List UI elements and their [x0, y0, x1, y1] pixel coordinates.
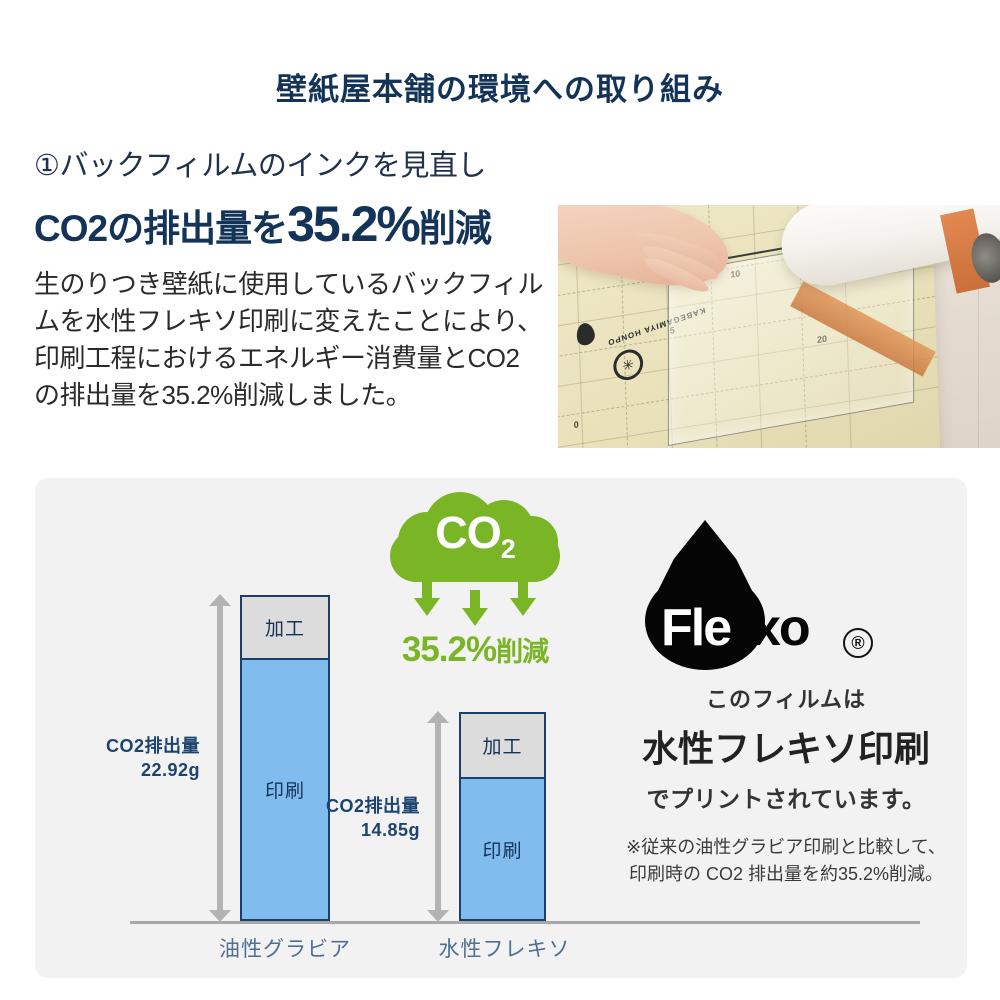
flexo-note-line2: 印刷時の CO2 排出量を約35.2%削減。 [628, 864, 944, 884]
flexo-line1: このフィルムは [705, 687, 867, 712]
flexo-line2: 水性フレキソ印刷 [641, 728, 930, 769]
arrow-head-up-icon [209, 594, 231, 606]
emission-value: 14.85g [360, 820, 420, 841]
x-axis-label-water-flexo: 水性フレキソ [438, 938, 571, 961]
arrow-head-down-icon [427, 910, 449, 922]
ruler-mark: 0 [573, 419, 579, 431]
flexo-note-line1: ※従来の油性グラビア印刷と比較して、 [626, 837, 946, 857]
cloud-base [390, 530, 560, 582]
arrow-head-up-icon [427, 711, 449, 723]
co2-label: CO2 [390, 510, 560, 563]
co2-reduction-graphic: CO2 35.2%削減 [365, 490, 585, 680]
flexo-description: このフィルムは 水性フレキソ印刷 でプリントされています。 ※従来の油性グラビア… [605, 682, 967, 888]
headline-prefix: CO2の排出量を [34, 208, 288, 250]
reduction-value: 35.2% [401, 630, 497, 669]
intro-section: ①バックフィルムのインクを見直し CO2の排出量を35.2%削減 生のりつき壁紙… [34, 150, 544, 414]
bar-oil-gravure: 加工 印刷 [240, 595, 330, 921]
emission-caption: CO2排出量 [325, 796, 420, 816]
emission-value: 22.92g [140, 760, 200, 781]
arrow-shaft [435, 721, 441, 912]
arrow-head-down-icon [209, 910, 231, 922]
registered-trademark-icon: ® [843, 628, 873, 658]
co2-label-main: CO [435, 507, 501, 558]
bar-segment-processing: 加工 [242, 597, 328, 660]
reduction-word: 削減 [496, 637, 549, 667]
cloud-icon: CO2 [390, 490, 560, 582]
reduction-percent-label: 35.2%削減 [365, 630, 585, 670]
ink-drop-body-icon [645, 572, 765, 670]
measure-arrow-water-flexo [427, 711, 449, 922]
brand-seal-star-icon: ✳ [620, 355, 636, 375]
arrow-shaft [217, 604, 223, 912]
intro-lead-text: ①バックフィルムのインクを見直し [34, 150, 486, 182]
arrow-head [414, 598, 440, 616]
bar-segment-printing: 印刷 [461, 779, 544, 919]
infographic-panel: 加工 印刷 加工 印刷 CO2排出量 22.92g CO2排出量 14.85g [35, 478, 967, 978]
arrow-shaft [422, 580, 432, 600]
flexo-logo-text-black: xo [752, 599, 811, 657]
x-axis-label-oil-gravure: 油性グラビア [219, 938, 351, 961]
arrow-shaft [470, 590, 480, 610]
arrow-shaft [518, 580, 528, 600]
bar-segment-processing: 加工 [461, 714, 544, 779]
backfilm-photo: KABEGAMIYA HONPO ✳ 0 5 10 15 20 [558, 205, 1000, 448]
measure-arrow-oil-gravure [209, 594, 231, 922]
chart-baseline-axis [130, 921, 920, 924]
flexo-logo-text-white: Fle [661, 599, 732, 657]
flexo-line3: でプリントされています。 [646, 786, 926, 812]
intro-body-text: 生のりつき壁紙に使用しているバックフィルムを水性フレキソ印刷に変えたことにより、… [34, 269, 543, 411]
floor-plank-line [978, 205, 979, 448]
flexo-note: ※従来の油性グラビア印刷と比較して、 印刷時の CO2 排出量を約35.2%削減… [605, 834, 967, 888]
co2-bar-chart: 加工 印刷 加工 印刷 CO2排出量 22.92g CO2排出量 14.85g [35, 478, 920, 978]
flexo-logo: Fle xo ® [623, 520, 953, 670]
flexo-certification-block: Fle xo ® このフィルムは 水性フレキソ印刷 でプリントされています。 ※… [605, 502, 967, 962]
arrow-head [510, 598, 536, 616]
co2-label-sub: 2 [500, 534, 516, 564]
bar-segment-printing: 印刷 [242, 660, 328, 919]
page-title: 壁紙屋本舗の環境への取り組み [276, 72, 724, 107]
emission-caption: CO2排出量 [105, 736, 200, 756]
bar-water-flexo: 加工 印刷 [459, 712, 546, 921]
emission-label-oil-gravure: CO2排出量 22.92g [95, 734, 200, 783]
headline-suffix: 削減 [418, 208, 492, 250]
headline-value: 35.2% [287, 196, 421, 253]
emission-label-water-flexo: CO2排出量 14.85g [317, 794, 420, 843]
intro-headline: CO2の排出量を35.2%削減 [34, 197, 544, 252]
arrow-head [462, 608, 488, 626]
